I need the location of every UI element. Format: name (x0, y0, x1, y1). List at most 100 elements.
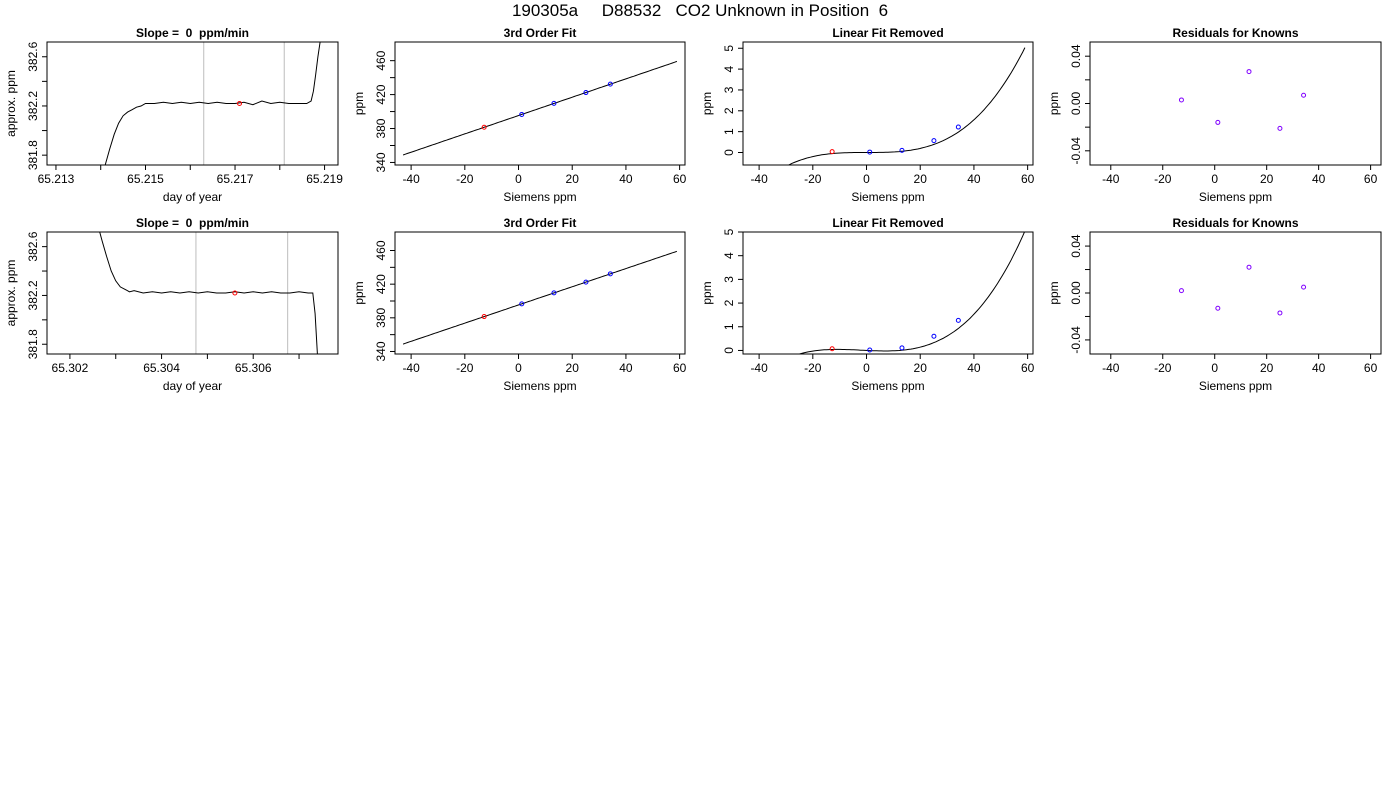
x-axis-label: Siemens ppm (851, 379, 924, 393)
x-tick-label: 60 (1364, 172, 1378, 186)
residual-point (1178, 288, 1184, 294)
x-axis-label: Siemens ppm (1199, 379, 1272, 393)
x-tick-label: 20 (1260, 172, 1274, 186)
y-axis-label: ppm (1047, 281, 1061, 304)
y-tick-label: -0.04 (1069, 326, 1083, 354)
known-point (583, 90, 589, 96)
series-line (104, 42, 321, 165)
y-tick-label: 0.04 (1069, 234, 1083, 258)
y-tick-label: 1 (722, 128, 736, 135)
x-axis-label: Siemens ppm (503, 190, 576, 204)
fit-curve (797, 232, 1026, 354)
chart-title: 3rd Order Fit (504, 26, 577, 40)
chart-title: Slope = 0 ppm/min (136, 216, 249, 230)
x-tick-label: -20 (1154, 361, 1172, 375)
unknown-point (237, 101, 243, 106)
y-tick-label: 380 (374, 118, 388, 138)
known-point (519, 301, 525, 307)
y-tick-label: 380 (374, 307, 388, 327)
x-tick-label: 60 (673, 361, 687, 375)
unknown-point (481, 124, 487, 130)
y-axis-label: ppm (352, 281, 366, 304)
plot-area (402, 60, 678, 156)
y-tick-label: 460 (374, 240, 388, 260)
chart-panel: 3rd Order Fit Siemens ppm ppm -40 -20 0 20 40 60… (352, 216, 687, 393)
known-point (955, 317, 961, 323)
known-point (931, 333, 937, 339)
x-tick-label: 20 (914, 361, 928, 375)
x-tick-label: -20 (804, 172, 822, 186)
x-tick-label: 65.306 (235, 361, 272, 375)
y-tick-label: 420 (374, 274, 388, 294)
x-tick-label: 20 (566, 172, 580, 186)
x-tick-label: 40 (1312, 361, 1326, 375)
y-axis-label: approx. ppm (4, 70, 18, 137)
x-tick-label: 40 (619, 172, 633, 186)
y-tick-label: 0.04 (1069, 44, 1083, 68)
x-axis-label: day of year (163, 379, 222, 393)
plot-frame (46, 41, 339, 166)
chart-title: Linear Fit Removed (832, 26, 943, 40)
y-tick-label: 5 (722, 228, 736, 235)
known-point (551, 100, 557, 106)
y-tick-label: 382.2 (26, 91, 40, 121)
x-tick-label: 40 (1312, 172, 1326, 186)
y-axis-label: ppm (700, 281, 714, 304)
x-axis-label: Siemens ppm (503, 379, 576, 393)
plot-frame (394, 231, 686, 355)
y-tick-label: 4 (722, 252, 736, 259)
plot-frame (46, 231, 339, 355)
unknown-point (232, 290, 238, 296)
plot-area (797, 232, 1026, 354)
residual-point (1277, 125, 1283, 131)
x-tick-label: 60 (1021, 361, 1035, 375)
unknown-point (829, 149, 835, 155)
x-axis-label: Siemens ppm (851, 190, 924, 204)
y-tick-label: 0.00 (1069, 91, 1083, 115)
known-point (583, 279, 589, 285)
chart-title: Residuals for Knowns (1172, 216, 1298, 230)
y-axis-label: approx. ppm (4, 260, 18, 327)
y-tick-label: 420 (374, 84, 388, 104)
plot-area (787, 47, 1026, 165)
x-tick-label: 0 (515, 361, 522, 375)
residual-point (1301, 284, 1307, 290)
y-tick-label: 0 (722, 149, 736, 156)
fit-curve (402, 60, 678, 156)
x-tick-label: 65.302 (52, 361, 89, 375)
x-tick-label: 65.217 (217, 172, 254, 186)
residual-point (1215, 119, 1221, 125)
x-tick-label: -20 (456, 172, 474, 186)
chart-title: Linear Fit Removed (832, 216, 943, 230)
chart-panel: Residuals for Knowns Siemens ppm ppm -40 -20… (1047, 216, 1382, 393)
residual-point (1178, 97, 1184, 103)
chart-panel: Linear Fit Removed Siemens ppm ppm -40 -20 0 2… (700, 26, 1035, 204)
known-point (899, 345, 905, 351)
residual-point (1246, 69, 1252, 75)
known-point (551, 290, 557, 296)
x-tick-label: 40 (967, 361, 981, 375)
x-tick-label: -20 (804, 361, 822, 375)
y-tick-label: 0 (722, 347, 736, 354)
x-tick-label: -20 (1154, 172, 1172, 186)
y-tick-label: 2 (722, 299, 736, 306)
y-tick-label: 0.00 (1069, 281, 1083, 305)
known-point (931, 138, 937, 144)
chart-panel: 3rd Order Fit Siemens ppm ppm -40 -20 0 20 40 60… (352, 26, 687, 204)
x-tick-label: 65.213 (38, 172, 75, 186)
chart-title: Slope = 0 ppm/min (136, 26, 249, 40)
y-axis-label: ppm (352, 92, 366, 115)
y-tick-label: 5 (722, 45, 736, 52)
x-axis-label: Siemens ppm (1199, 190, 1272, 204)
residual-point (1301, 92, 1307, 98)
x-tick-label: -40 (1102, 361, 1120, 375)
known-point (867, 347, 873, 353)
x-tick-label: 40 (619, 361, 633, 375)
x-tick-label: 60 (1364, 361, 1378, 375)
x-tick-label: 65.219 (306, 172, 343, 186)
fit-curve (787, 47, 1026, 165)
y-tick-label: 3 (722, 276, 736, 283)
x-tick-label: 0 (863, 172, 870, 186)
unknown-point (481, 314, 487, 320)
